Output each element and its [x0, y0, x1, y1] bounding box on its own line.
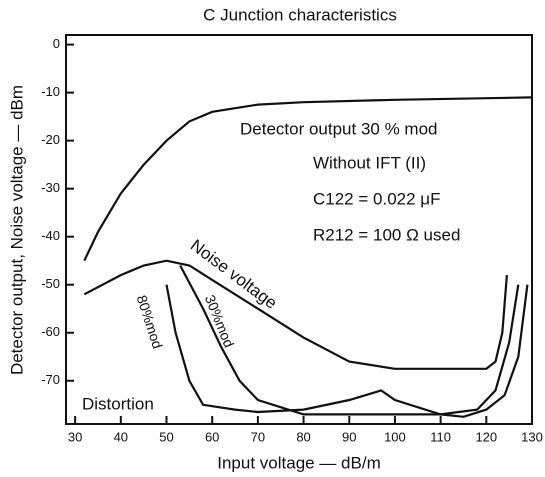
x-tick-label: 40 — [114, 429, 128, 444]
series-label: 30%mod — [202, 293, 238, 350]
x-tick-label: 130 — [521, 429, 543, 444]
y-tick-label: 0 — [53, 36, 60, 51]
x-axis-label: Input voltage — dB/m — [217, 453, 380, 472]
x-tick-label: 120 — [475, 429, 497, 444]
series-label: 80%mod — [134, 293, 166, 351]
plot-frame — [65, 34, 533, 425]
x-tick-label: 30 — [68, 429, 82, 444]
y-tick-label: -30 — [41, 180, 60, 195]
annotation: Distortion — [82, 394, 154, 413]
x-tick-label: 60 — [205, 429, 219, 444]
line-series — [179, 264, 520, 416]
series-label: Noise voltage — [187, 236, 281, 313]
annotation: C122 = 0.022 μF — [313, 189, 440, 208]
x-tick-label: 110 — [430, 429, 451, 444]
y-tick-label: -40 — [41, 228, 60, 243]
series-label: Detector output 30 % mod — [240, 119, 438, 138]
x-tick-label: 90 — [342, 429, 356, 444]
x-tick-label: 80 — [296, 429, 310, 444]
chart-title: C Junction characteristics — [203, 5, 397, 24]
y-tick-label: -60 — [41, 324, 60, 339]
annotation: Without IFT (II) — [313, 153, 426, 172]
y-tick-label: -20 — [41, 132, 60, 147]
x-tick-label: 50 — [159, 429, 173, 444]
x-tick-label: 70 — [251, 429, 265, 444]
y-axis-label: Detector output, Noise voltage — dBm — [7, 85, 26, 375]
line-series — [165, 284, 529, 418]
y-tick-label: -50 — [41, 276, 60, 291]
line-series — [83, 96, 533, 262]
x-tick-label: 100 — [384, 429, 406, 444]
annotation: R212 = 100 Ω used — [313, 225, 460, 244]
y-tick-label: -70 — [41, 372, 60, 387]
line-series — [83, 259, 508, 370]
y-tick-label: -10 — [41, 84, 60, 99]
